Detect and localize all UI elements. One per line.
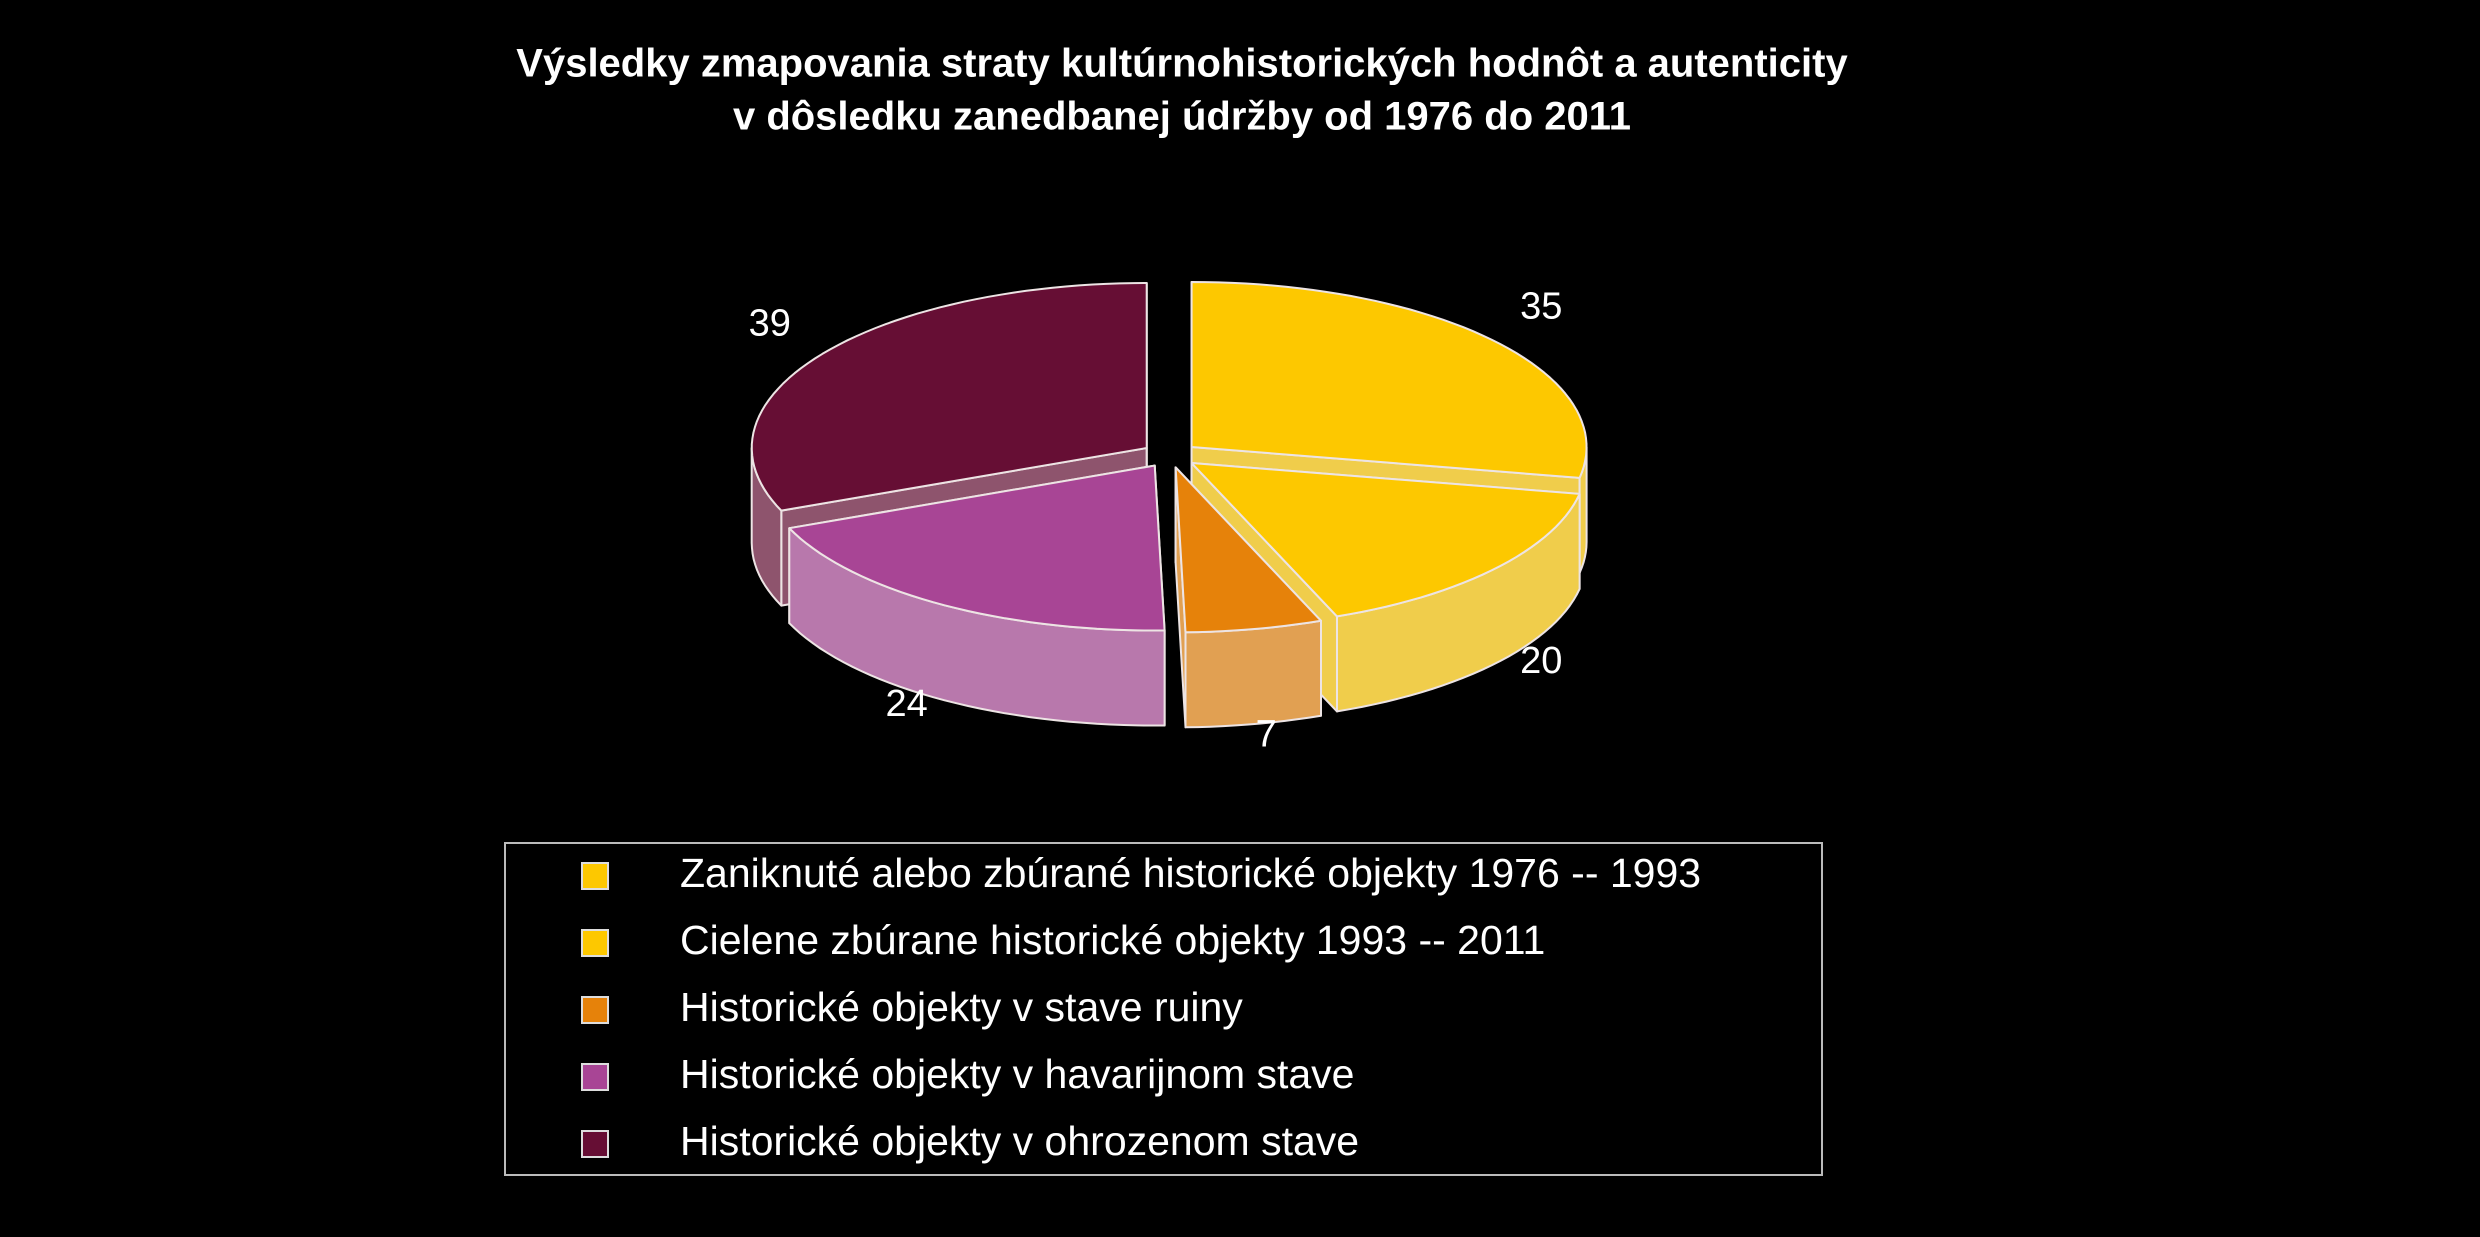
legend-swatch [581,996,609,1024]
legend-swatch [581,929,609,957]
data-label: 35 [1520,285,1562,327]
legend-swatch [581,862,609,890]
slice [788,464,1166,632]
slice [1190,281,1588,479]
legend-label: Cielene zbúrane historické objekty 1993 … [680,917,1545,963]
chart-title: v dôsledku zanedbanej údržby od 1976 do … [733,95,1631,139]
slice [750,282,1148,512]
slice [1174,466,1322,634]
data-label: 39 [749,303,791,345]
chart-title: Výsledky zmapovania straty kultúrnohisto… [516,42,1848,86]
legend-label: Historické objekty v havarijnom stave [680,1051,1354,1097]
slice [1190,462,1581,618]
data-label: 20 [1520,640,1562,682]
legend-box [504,842,1823,1176]
legend-swatch [581,1130,609,1158]
slice-wall [1184,619,1322,729]
data-label: 7 [1256,713,1277,755]
legend-label: Historické objekty v ohrozenom stave [680,1118,1359,1164]
data-label: 24 [886,683,928,725]
legend-label: Zaniknuté alebo zbúrané historické objek… [680,850,1701,896]
legend-swatch [581,1063,609,1091]
legend-label: Historické objekty v stave ruiny [680,984,1243,1030]
